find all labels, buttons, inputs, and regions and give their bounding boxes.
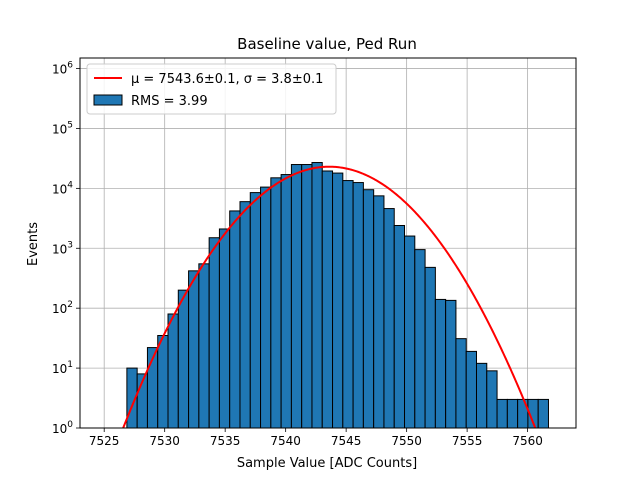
histogram-bar (208, 237, 220, 429)
y-tick-label: 102 (52, 300, 73, 316)
histogram-bar (486, 370, 498, 429)
histogram-bar (290, 164, 303, 429)
histogram-bar (177, 289, 190, 429)
histogram-bar (506, 398, 519, 429)
x-tick-label: 7550 (391, 434, 422, 448)
histogram-bar (342, 180, 354, 429)
x-tick-label: 7555 (452, 434, 483, 448)
legend-label: RMS = 3.99 (131, 94, 208, 109)
y-tick-label: 103 (52, 240, 73, 256)
x-tick-label: 7545 (331, 434, 362, 448)
histogram-bar (239, 201, 251, 429)
histogram-bar (198, 263, 210, 429)
histogram-bar (455, 338, 467, 429)
histogram-bar (537, 398, 549, 429)
histogram-bar (434, 298, 447, 429)
histogram-bar (393, 224, 406, 429)
histogram-bar (167, 313, 179, 429)
legend-box (86, 63, 337, 115)
fit-curve-layer (122, 165, 537, 429)
histogram-bar (311, 162, 323, 429)
histogram-bar (249, 192, 262, 429)
histogram-bar (445, 299, 457, 429)
legend-label: μ = 7543.6±0.1, σ = 3.8±0.1 (131, 72, 323, 87)
y-tick-label: 101 (52, 360, 73, 376)
x-tick-label: 7560 (512, 434, 543, 448)
histogram-bars (126, 162, 549, 429)
x-tick-label: 7540 (270, 434, 301, 448)
histogram-bar (321, 170, 334, 429)
histogram-bar (496, 398, 508, 429)
gaussian-fit-curve (122, 165, 537, 429)
legend-hist-swatch (93, 94, 123, 106)
histogram-bar (475, 362, 488, 429)
x-tick-label: 7525 (89, 434, 120, 448)
histogram-bar (362, 189, 375, 429)
y-tick-label: 105 (52, 120, 73, 136)
chart-title: Baseline value, Ped Run (237, 35, 417, 53)
x-tick-label: 7530 (149, 434, 180, 448)
y-tick-label: 100 (52, 420, 73, 436)
histogram-bar (352, 182, 364, 429)
histogram-bar (424, 266, 436, 429)
axis-ticks: 7525 7530 7535 7540 7545 7550 7555 7560 100 101 10… (52, 61, 543, 448)
histogram-bar (332, 172, 344, 429)
plot-area-frame (79, 57, 577, 429)
histogram-bar (383, 208, 395, 429)
histogram-bar (218, 228, 231, 429)
histogram-bar (301, 164, 313, 429)
histogram-bar (404, 235, 416, 429)
legend: μ = 7543.6±0.1, σ = 3.8±0.1 RMS = 3.99 (86, 63, 337, 115)
histogram-bar (270, 177, 282, 429)
histogram-bar (229, 210, 241, 429)
histogram-bar (260, 186, 272, 429)
y-axis-label: Events (26, 222, 41, 266)
x-tick-label: 7535 (210, 434, 241, 448)
histogram-bar (373, 195, 385, 429)
x-axis-label: Sample Value [ADC Counts] (237, 456, 417, 471)
histogram-bar (465, 350, 477, 429)
y-tick-label: 106 (52, 61, 73, 77)
histogram-bar (188, 270, 200, 429)
histogram-bar (414, 249, 426, 429)
histogram-bar (157, 334, 169, 429)
histogram-bar (280, 174, 292, 429)
y-tick-label: 104 (52, 180, 73, 196)
